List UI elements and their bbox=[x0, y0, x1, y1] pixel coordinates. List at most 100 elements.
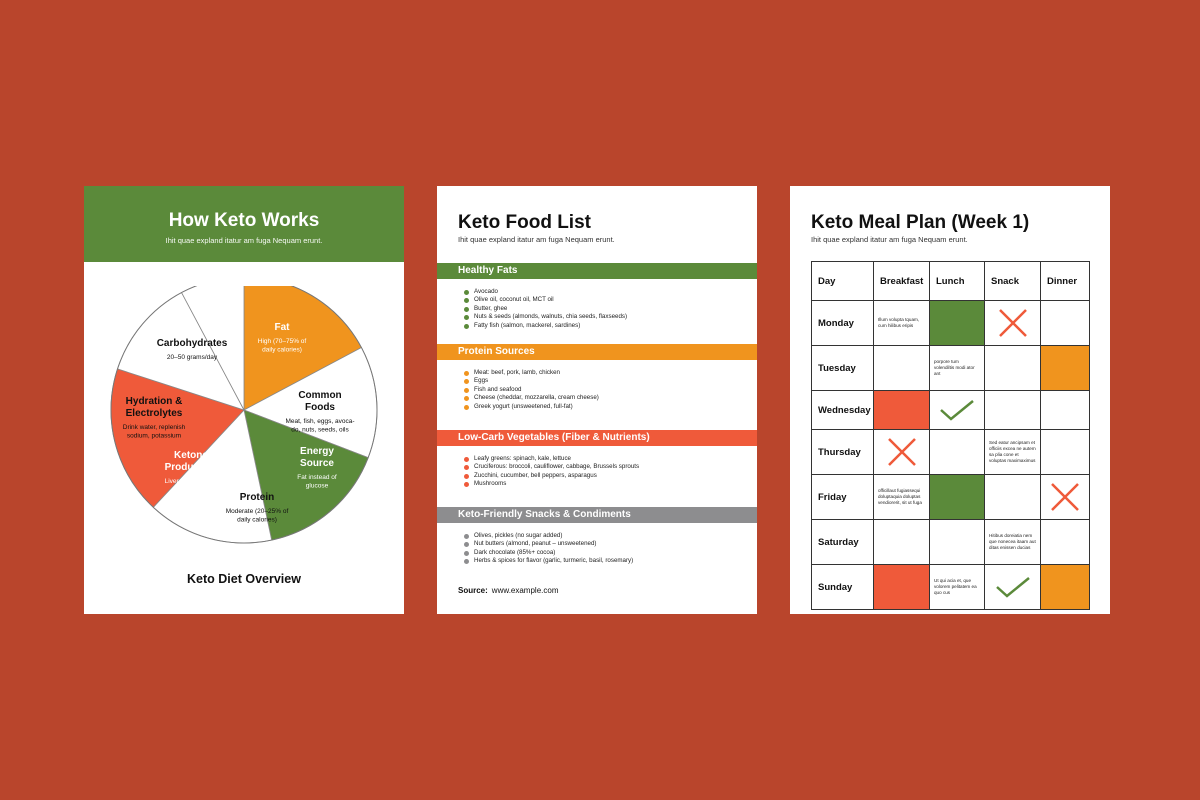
source-link[interactable]: www.example.com bbox=[491, 586, 559, 595]
keto-food-list-page: Keto Food List Ihit quae expland itatur … bbox=[437, 186, 757, 614]
page-subtitle: Ihit quae expland itatur am fuga Nequam … bbox=[165, 236, 323, 245]
list-item: Dark chocolate (85%+ cocoa) bbox=[464, 549, 633, 557]
list-item: Nut butters (almond, peanut – unsweetene… bbox=[464, 540, 633, 548]
meal-note: porpore tum volendiltis modi ator ant bbox=[929, 345, 985, 391]
column-header-snack: Snack bbox=[984, 261, 1041, 301]
list-item: Cheese (cheddar, mozzarella, cream chees… bbox=[464, 394, 599, 402]
empty-cell bbox=[1040, 519, 1090, 565]
pie-label: Hydration & Electrolytes Drink water, repl… bbox=[123, 396, 186, 440]
table-row: Wednesday bbox=[811, 390, 1090, 430]
highlighted-cell bbox=[873, 564, 930, 610]
day-cell: Monday bbox=[811, 300, 874, 346]
empty-cell bbox=[929, 519, 985, 565]
column-header-day: Day bbox=[811, 261, 874, 301]
list-item: Eggs bbox=[464, 377, 599, 385]
food-list-keto-snacks: Olives, pickles (no sugar added) Nut but… bbox=[464, 532, 633, 566]
empty-cell bbox=[873, 519, 930, 565]
how-keto-works-page: How Keto Works Ihit quae expland itatur … bbox=[84, 186, 404, 614]
bullet-icon bbox=[464, 550, 469, 556]
source-line: Source: www.example.com bbox=[458, 586, 558, 595]
column-header-lunch: Lunch bbox=[929, 261, 985, 301]
pie-outline bbox=[110, 286, 378, 544]
day-cell: Tuesday bbox=[811, 345, 874, 391]
bullet-icon bbox=[464, 534, 469, 539]
diagram-caption: Keto Diet Overview bbox=[187, 572, 301, 586]
empty-cell bbox=[873, 345, 930, 391]
bullet-icon bbox=[464, 306, 469, 312]
empty-cell bbox=[929, 429, 985, 475]
bullet-icon bbox=[464, 298, 469, 304]
day-cell: Wednesday bbox=[811, 390, 874, 430]
day-cell: Sunday bbox=[811, 564, 874, 610]
meal-note: Hitibus doreiatia nem que nonecea itaam … bbox=[984, 519, 1041, 565]
bullet-icon bbox=[464, 473, 469, 479]
keto-pie-diagram: Fat High (70–75% of daily calories) Common F… bbox=[110, 286, 378, 544]
meal-note: officillaut fugiassequi doluptaquia dolu… bbox=[873, 474, 930, 520]
bullet-icon bbox=[464, 323, 469, 329]
pie-label: Common Foods Meat, fish, eggs, avoca-do, n… bbox=[285, 390, 354, 434]
food-list-protein-sources: Meat: beef, pork, lamb, chicken Eggs Fis… bbox=[464, 369, 599, 411]
list-item: Greek yogurt (unsweetened, full-fat) bbox=[464, 403, 599, 411]
pie-label: Carbohydrates 20–50 grams/day bbox=[157, 338, 228, 361]
cross-icon bbox=[984, 300, 1041, 346]
bullet-icon bbox=[464, 542, 469, 548]
page-title: Keto Food List bbox=[458, 212, 591, 233]
page-subtitle: Ihit quae expland itatur am fuga Nequam … bbox=[458, 235, 615, 244]
bullet-icon bbox=[464, 379, 469, 385]
check-icon bbox=[929, 390, 985, 430]
table-row: Saturday Hitibus doreiatia nem que nonece… bbox=[811, 519, 1090, 565]
table-header-row: Day Breakfast Lunch Snack Dinner bbox=[811, 261, 1090, 301]
list-item: Leafy greens: spinach, kale, lettuce bbox=[464, 455, 639, 463]
source-label: Source: bbox=[458, 586, 488, 595]
empty-cell bbox=[984, 390, 1041, 430]
meal-note: Ut qui acia et, que volorem pelitatem ea… bbox=[929, 564, 985, 610]
pie-label: Fat High (70–75% of daily calories) bbox=[258, 322, 307, 354]
empty-cell bbox=[1040, 300, 1090, 346]
pie-label: Energy Source Fat instead of glucose bbox=[297, 446, 337, 490]
table-row: Monday Illum volupta tquam, cum hilibus e… bbox=[811, 300, 1090, 346]
highlighted-cell bbox=[1040, 345, 1090, 391]
list-item: Fish and seafood bbox=[464, 386, 599, 394]
check-icon bbox=[984, 564, 1041, 610]
list-item: Fatty fish (salmon, mackerel, sardines) bbox=[464, 322, 627, 330]
bullet-icon bbox=[464, 290, 469, 295]
table-row: Friday officillaut fugiassequi doluptaqui… bbox=[811, 474, 1090, 520]
section-heading-healthy-fats: Healthy Fats bbox=[437, 263, 757, 279]
list-item: Butter, ghee bbox=[464, 305, 627, 313]
empty-cell bbox=[984, 345, 1041, 391]
page-title: Keto Meal Plan (Week 1) bbox=[811, 212, 1030, 233]
cross-icon bbox=[1040, 474, 1090, 520]
highlighted-cell bbox=[929, 300, 985, 346]
bullet-icon bbox=[464, 387, 469, 393]
column-header-breakfast: Breakfast bbox=[873, 261, 930, 301]
table-row: Thursday Sed eatur ancipsam et officiis e… bbox=[811, 429, 1090, 475]
table-row: Sunday Ut qui acia et, que volorem pelita… bbox=[811, 564, 1090, 610]
pie-label: Ketone Production Liver converts fats keton… bbox=[165, 450, 219, 494]
list-item: Nuts & seeds (almonds, walnuts, chia see… bbox=[464, 313, 627, 321]
empty-cell bbox=[1040, 429, 1090, 475]
meal-note: Sed eatur ancipsam et officiis excea ne … bbox=[984, 429, 1041, 475]
bullet-icon bbox=[464, 404, 469, 410]
bullet-icon bbox=[464, 465, 469, 471]
list-item: Herbs & spices for flavor (garlic, turme… bbox=[464, 557, 633, 565]
bullet-icon bbox=[464, 482, 469, 488]
page-subtitle: Ihit quae expland itatur am fuga Nequam … bbox=[811, 235, 968, 244]
cross-icon bbox=[873, 429, 930, 475]
day-cell: Thursday bbox=[811, 429, 874, 475]
list-item: Cruciferous: broccoli, cauliflower, cabb… bbox=[464, 463, 639, 471]
food-list-low-carb-vegetables: Leafy greens: spinach, kale, lettuce Cru… bbox=[464, 455, 639, 489]
page-header: How Keto Works Ihit quae expland itatur … bbox=[84, 186, 404, 262]
empty-cell bbox=[1040, 390, 1090, 430]
list-item: Olive oil, coconut oil, MCT oil bbox=[464, 296, 627, 304]
meal-plan-table: Day Breakfast Lunch Snack Dinner Monday Illum… bbox=[811, 261, 1090, 610]
day-cell: Friday bbox=[811, 474, 874, 520]
column-header-dinner: Dinner bbox=[1040, 261, 1090, 301]
list-item: Meat: beef, pork, lamb, chicken bbox=[464, 369, 599, 377]
list-item: Avocado bbox=[464, 288, 627, 296]
bullet-icon bbox=[464, 559, 469, 565]
meal-note: Illum volupta tquam, cum hilibus eripis bbox=[873, 300, 930, 346]
list-item: Zucchini, cucumber, bell peppers, aspara… bbox=[464, 472, 639, 480]
highlighted-cell bbox=[1040, 564, 1090, 610]
bullet-icon bbox=[464, 371, 469, 376]
bullet-icon bbox=[464, 396, 469, 402]
